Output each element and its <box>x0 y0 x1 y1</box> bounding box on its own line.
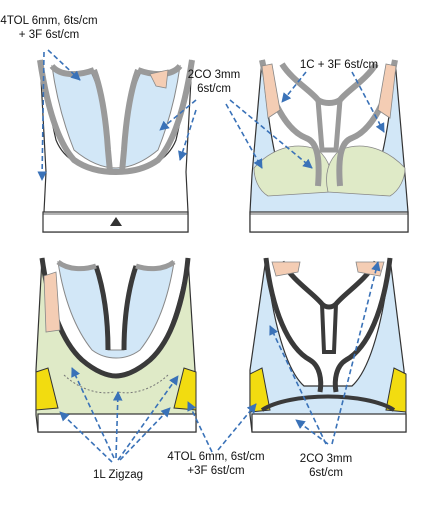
label-2co-center: 2CO 3mm 6st/cm <box>186 68 242 96</box>
bra-front-top-left <box>37 59 195 233</box>
label-2co-bottom-line2: 6st/cm <box>309 467 343 479</box>
arrow-tl-to-side <box>37 51 47 181</box>
label-1l-zigzag-line1: 1L Zigzag <box>92 469 144 481</box>
bra-front-bottom-left <box>35 257 197 433</box>
label-1l-zigzag: 1L Zigzag <box>78 468 158 482</box>
arrow-zigzag-to-center <box>112 391 123 459</box>
arrow-zigzag-to-cup <box>71 367 115 459</box>
label-4tol-top-line1: 4TOL 6mm, 6ts/cm <box>0 15 98 27</box>
arrow-tl-to-shoulder <box>47 49 81 81</box>
arrow-2co-to-back-band <box>295 419 329 445</box>
arrow-4tol-to-front <box>187 401 213 453</box>
label-4tol-bottom: 4TOL 6mm, 6st/cm +3F 6st/cm <box>160 450 272 478</box>
arrow-zigzag-to-right-cup <box>117 375 179 461</box>
label-1c-3f: 1C + 3F 6st/cm <box>290 58 388 72</box>
arrow-4tol-to-yellow <box>217 403 257 451</box>
arrow-tr-to-left-strap <box>281 71 307 103</box>
label-4tol-bottom-line2: +3F 6st/cm <box>187 465 245 477</box>
arrow-zigzag-to-right-seam <box>119 407 171 461</box>
label-2co-bottom: 2CO 3mm 6st/cm <box>296 452 356 480</box>
label-2co-center-line1: 2CO 3mm <box>187 69 241 81</box>
arrow-center-to-front-underarm <box>178 109 197 161</box>
arrow-center-to-back-band <box>229 99 313 169</box>
bra-back-bottom-right <box>249 257 407 433</box>
arrow-zigzag-to-left-seam <box>59 411 113 463</box>
bra-back-top-right <box>249 59 409 233</box>
label-2co-bottom-line1: 2CO 3mm <box>299 453 353 465</box>
callout-arrows <box>37 49 385 463</box>
arrow-center-to-back-neck <box>225 103 263 169</box>
label-2co-center-line2: 6st/cm <box>197 83 231 95</box>
label-4tol-top: 4TOL 6mm, 6ts/cm + 3F 6st/cm <box>0 14 98 42</box>
arrow-2co-to-back-right <box>331 261 381 445</box>
label-4tol-bottom-line1: 4TOL 6mm, 6st/cm <box>167 451 265 463</box>
arrow-2co-to-back-left <box>269 325 327 445</box>
label-1c-3f-line1: 1C + 3F 6st/cm <box>299 59 379 71</box>
label-4tol-top-line2: + 3F 6st/cm <box>18 29 80 41</box>
arrow-tr-to-right-strap <box>351 71 385 133</box>
